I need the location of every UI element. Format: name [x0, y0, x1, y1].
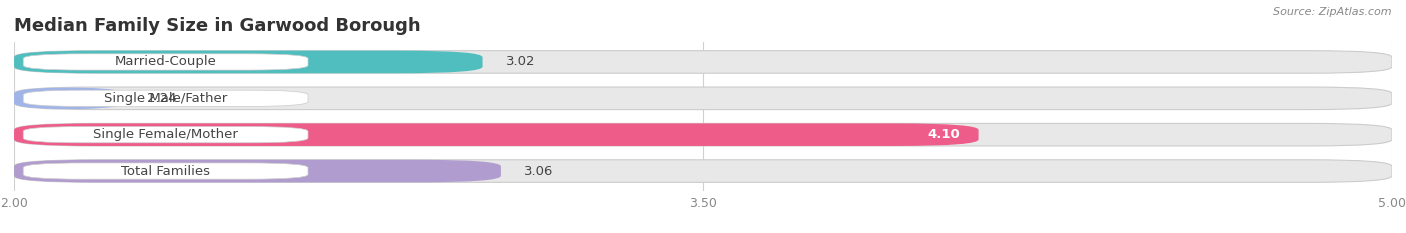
FancyBboxPatch shape — [14, 87, 1392, 110]
FancyBboxPatch shape — [14, 51, 1392, 73]
Text: 2.24: 2.24 — [148, 92, 177, 105]
FancyBboxPatch shape — [24, 163, 308, 179]
Text: 4.10: 4.10 — [928, 128, 960, 141]
FancyBboxPatch shape — [14, 51, 482, 73]
Text: Single Female/Mother: Single Female/Mother — [93, 128, 238, 141]
Text: Total Families: Total Families — [121, 164, 209, 178]
Text: Source: ZipAtlas.com: Source: ZipAtlas.com — [1274, 7, 1392, 17]
FancyBboxPatch shape — [14, 87, 124, 110]
FancyBboxPatch shape — [24, 90, 308, 106]
FancyBboxPatch shape — [14, 123, 979, 146]
Text: Single Male/Father: Single Male/Father — [104, 92, 228, 105]
FancyBboxPatch shape — [14, 160, 501, 182]
Text: Median Family Size in Garwood Borough: Median Family Size in Garwood Borough — [14, 17, 420, 35]
Text: Married-Couple: Married-Couple — [115, 55, 217, 69]
FancyBboxPatch shape — [24, 127, 308, 143]
FancyBboxPatch shape — [14, 123, 1392, 146]
Text: 3.06: 3.06 — [524, 164, 553, 178]
FancyBboxPatch shape — [24, 54, 308, 70]
FancyBboxPatch shape — [14, 160, 1392, 182]
Text: 3.02: 3.02 — [506, 55, 536, 69]
